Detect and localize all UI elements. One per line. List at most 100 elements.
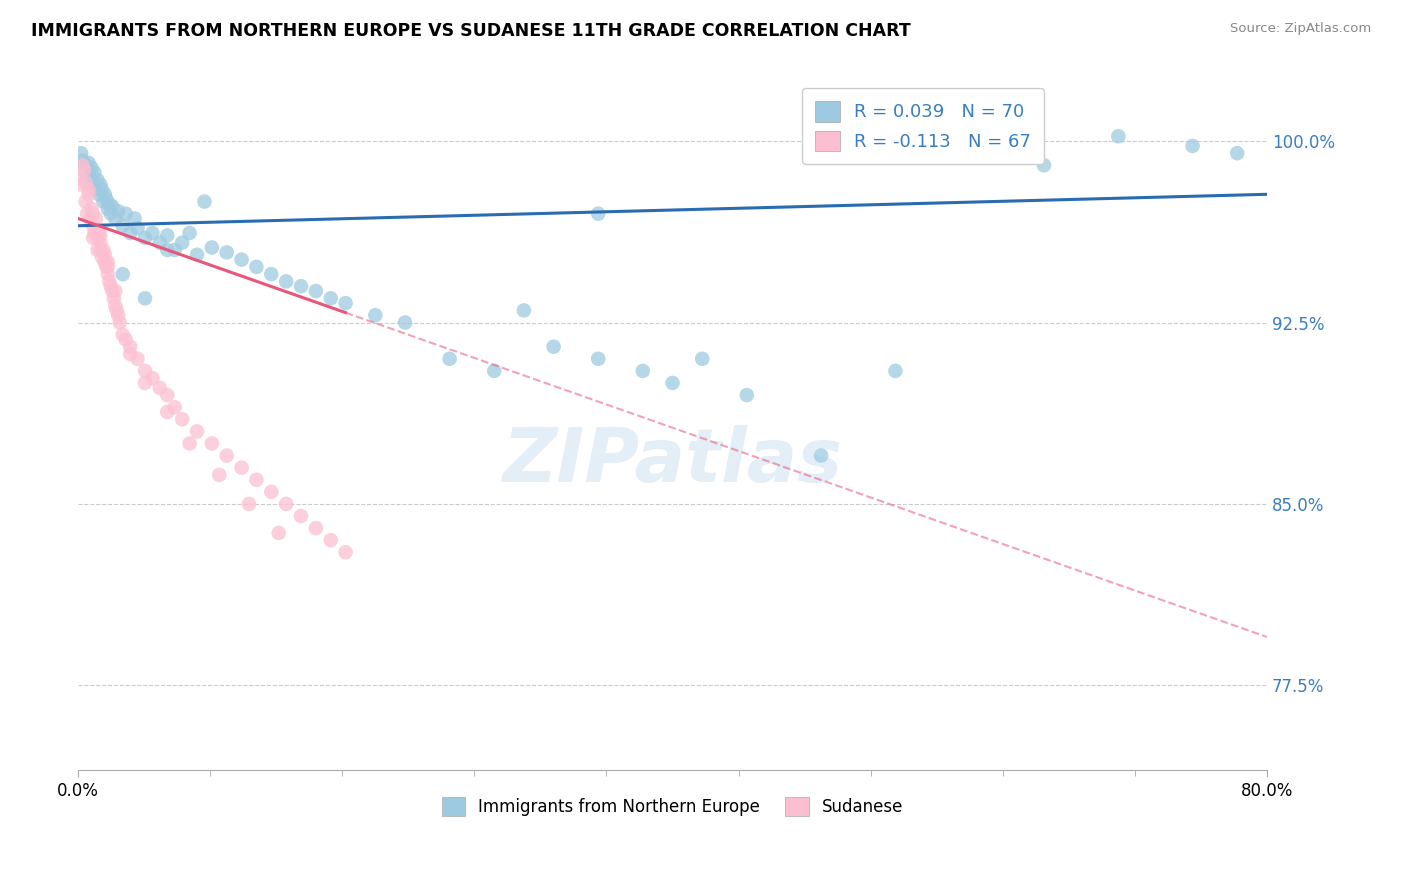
Point (89, 228, 111, 243)
Point (97, 202, 120, 216)
Point (631, 364, 654, 378)
Point (77, 187, 100, 202)
Point (80, 161, 103, 175)
Point (215, 449, 238, 463)
Point (76, 207, 98, 221)
Point (101, 199, 124, 213)
Point (86, 231, 108, 245)
Point (156, 405, 179, 419)
Point (149, 381, 172, 395)
Point (77, 182, 100, 196)
Point (96, 260, 118, 274)
Point (82, 207, 104, 221)
Point (79, 168, 101, 182)
Point (172, 412, 194, 426)
Point (104, 284, 127, 298)
Point (179, 226, 201, 240)
Point (98, 274, 121, 288)
Point (87, 224, 110, 238)
Point (84, 182, 107, 196)
Point (513, 303, 536, 318)
Point (75, 175, 97, 189)
Point (179, 436, 201, 450)
Point (364, 308, 387, 322)
Point (172, 235, 194, 250)
Point (1181, 139, 1204, 153)
Text: IMMIGRANTS FROM NORTHERN EUROPE VS SUDANESE 11TH GRADE CORRELATION CHART: IMMIGRANTS FROM NORTHERN EUROPE VS SUDAN… (31, 22, 911, 40)
Point (134, 231, 156, 245)
Point (260, 267, 283, 281)
Point (82, 231, 104, 245)
Point (100, 207, 122, 221)
Point (111, 219, 134, 233)
Point (120, 347, 142, 361)
Point (156, 228, 179, 243)
Point (69, 170, 91, 185)
Point (156, 243, 179, 257)
Point (75, 158, 97, 172)
Point (103, 291, 125, 305)
Point (439, 351, 461, 366)
Point (101, 284, 124, 298)
Point (186, 248, 208, 262)
Point (114, 207, 136, 221)
Point (97, 255, 120, 269)
Point (107, 308, 129, 322)
Point (305, 521, 328, 535)
Text: Source: ZipAtlas.com: Source: ZipAtlas.com (1230, 22, 1371, 36)
Point (72, 153, 94, 168)
Point (134, 364, 156, 378)
Point (111, 267, 134, 281)
Point (89, 178, 111, 192)
Point (120, 226, 142, 240)
Text: ZIPatlas: ZIPatlas (502, 425, 842, 498)
Point (156, 388, 179, 402)
Point (394, 316, 416, 330)
Point (201, 436, 224, 450)
Point (276, 274, 298, 288)
Point (89, 235, 111, 250)
Point (141, 226, 163, 240)
Point (83, 226, 105, 240)
Point (108, 316, 131, 330)
Point (79, 211, 101, 226)
Point (1107, 129, 1129, 144)
Point (94, 255, 117, 269)
Point (231, 460, 253, 475)
Point (80, 202, 103, 216)
Point (120, 340, 142, 354)
Point (124, 211, 146, 226)
Point (290, 508, 312, 523)
Point (97, 260, 120, 274)
Point (276, 497, 298, 511)
Point (90, 182, 112, 196)
Point (267, 525, 290, 540)
Point (661, 376, 683, 390)
Point (127, 221, 149, 235)
Point (163, 400, 186, 414)
Point (163, 243, 186, 257)
Point (94, 187, 117, 202)
Point (238, 497, 260, 511)
Point (482, 364, 505, 378)
Point (93, 243, 115, 257)
Point (208, 467, 231, 482)
Point (319, 533, 342, 548)
Point (93, 194, 115, 209)
Point (107, 204, 129, 219)
Point (735, 388, 758, 402)
Point (193, 194, 215, 209)
Point (89, 243, 111, 257)
Point (1226, 146, 1249, 161)
Point (690, 351, 713, 366)
Point (245, 260, 267, 274)
Point (884, 364, 907, 378)
Point (114, 333, 136, 347)
Point (73, 163, 96, 178)
Point (84, 211, 107, 226)
Point (335, 545, 357, 559)
Point (77, 156, 100, 170)
Point (305, 284, 328, 298)
Point (105, 303, 128, 318)
Point (231, 252, 253, 267)
